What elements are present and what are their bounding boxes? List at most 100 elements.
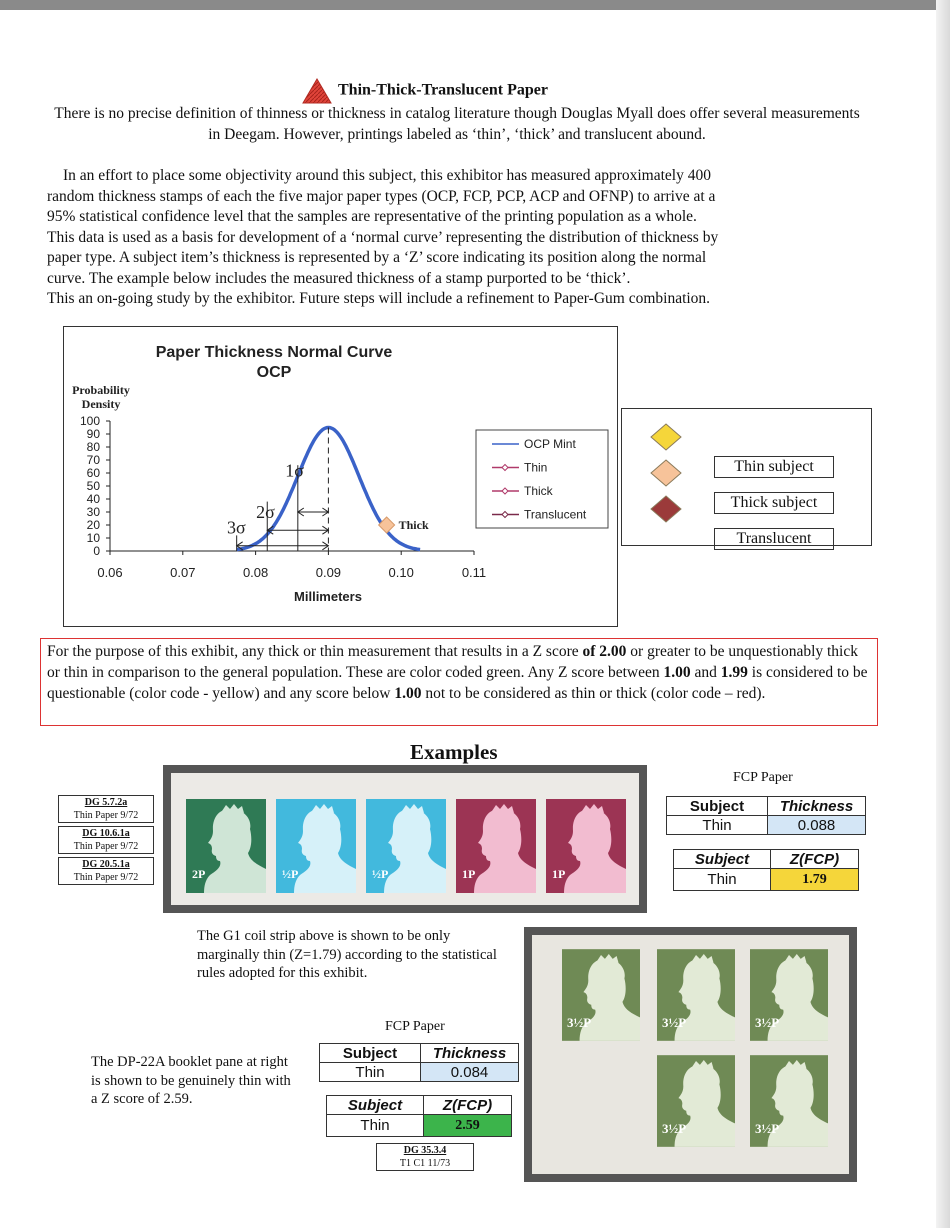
subject-cell: Thin — [673, 868, 771, 891]
subject-header: Subject — [666, 796, 768, 816]
legend-row-label: Thick subject — [714, 492, 834, 514]
stamp-value: ½P — [282, 867, 299, 881]
legend-row: Thick subject — [650, 459, 834, 514]
study-line: 95% statistical confidence level that th… — [47, 208, 697, 225]
title-text: Thin-Thick-Translucent Paper — [338, 81, 548, 99]
pane-stamp: 3½P — [750, 1055, 828, 1147]
subject-header: Subject — [673, 849, 771, 869]
scan-edge — [0, 0, 950, 10]
chart-title: Paper Thickness Normal Curve — [156, 344, 393, 361]
stamp-value: 1P — [552, 867, 566, 881]
intro-paragraph: There is no precise definition of thinne… — [54, 105, 860, 143]
example1-paper-title: FCP Paper — [733, 770, 793, 785]
legend-row-label: Thin subject — [714, 456, 834, 478]
criteria-bold-4: 1.00 — [394, 685, 422, 702]
criteria-bold-1: of 2.00 — [582, 643, 627, 660]
criteria-bold-3: 1.99 — [720, 664, 748, 681]
x-tick-label: 0.11 — [462, 565, 486, 580]
pane-stamp: 3½P — [657, 949, 735, 1041]
strip-tag-2: DG 10.6.1a Thin Paper 9/72 — [58, 826, 154, 854]
arrow-head — [296, 507, 305, 517]
legend-label: OCP Mint — [524, 437, 576, 451]
arrow-head — [266, 525, 274, 535]
y-tick-label: 50 — [87, 479, 101, 493]
annotation-sigma: 3σ — [227, 518, 246, 538]
example2-z-table: Subject Z(FCP) Thin 2.59 — [326, 1095, 512, 1137]
legend-row: Thin subject — [650, 423, 834, 478]
pane-stamp: 3½P — [657, 1055, 735, 1147]
stamp-value: 2P — [192, 867, 206, 881]
legend-label: Thin — [524, 461, 547, 475]
stamp: ½P — [366, 799, 446, 893]
booklet-pane: 3½P 3½P 3½P 3½P 3½P — [532, 935, 849, 1174]
pane-stamp: 3½P — [562, 949, 640, 1041]
pane-tag: DG 35.3.4 T1 C1 11/73 — [376, 1143, 474, 1171]
examples-heading: Examples — [410, 740, 498, 764]
stamp-value: 3½P — [567, 1015, 592, 1030]
y-tick-label: 20 — [87, 518, 101, 532]
legend-box — [475, 429, 609, 529]
strip-tag-1: DG 5.7.2a Thin Paper 9/72 — [58, 795, 154, 823]
example2-note: The DP-22A booklet pane at right is show… — [91, 1054, 291, 1107]
y-tick-label: 80 — [87, 440, 101, 454]
example2-thickness-table: Subject Thickness Thin 0.084 — [319, 1043, 519, 1082]
subject-cell: Thin — [319, 1062, 421, 1082]
thickness-header: Thickness — [420, 1043, 519, 1063]
diamond-icon — [650, 495, 682, 523]
stamp: 1P — [546, 799, 626, 893]
annotation-sigma: 2σ — [256, 502, 275, 522]
y-tick-label: 30 — [87, 505, 101, 519]
tag-code: DG 5.7.2a — [84, 797, 128, 808]
tag-desc: Thin Paper 9/72 — [73, 872, 139, 883]
arrow-head — [322, 507, 330, 517]
stamp-value: 1P — [462, 867, 476, 881]
tag-code: DG 10.6.1a — [82, 828, 130, 839]
coil-strip-image: 2P ½P ½P 1P 1P — [163, 765, 647, 913]
thickness-header: Thickness — [767, 796, 866, 816]
stamp-value: ½P — [372, 867, 389, 881]
study-line: This data is used as a basis for develop… — [47, 228, 719, 246]
study-line: random thickness stamps of each the five… — [47, 187, 716, 205]
stamp: ½P — [276, 799, 356, 893]
thick-marker — [377, 516, 396, 534]
chart-legend: OCP Mint Thin Thick Translucent — [475, 429, 609, 529]
criteria-bold-2: 1.00 — [663, 664, 691, 681]
stamp-value: 3½P — [755, 1015, 780, 1030]
example2-paper-title: FCP Paper — [385, 1019, 445, 1034]
annotation-sigma: 1σ — [285, 460, 304, 480]
criteria-text-1: For the purpose of this exhibit, any thi… — [47, 643, 583, 660]
z-header: Z(FCP) — [423, 1095, 512, 1115]
thickness-cell: 0.088 — [767, 815, 866, 835]
example1-thickness-table: Subject Thickness Thin 0.088 — [666, 796, 866, 835]
color-legend: Thin subject Thick subject Translucent — [621, 408, 872, 550]
y-tick-label: 0 — [93, 544, 100, 558]
thickness-chart: Paper Thickness Normal Curve OCP Probabi… — [63, 326, 618, 627]
stamp: 2P — [186, 799, 266, 893]
legend-row-label: Translucent — [714, 528, 834, 550]
chart-subtitle: OCP — [257, 364, 292, 381]
chart-marks: Thick 1σ 2σ 3σ — [227, 425, 429, 552]
criteria-text-5: not to be considered as thin or thick (c… — [421, 685, 766, 702]
z-score-cell: 1.79 — [770, 868, 859, 891]
y-tick-label: 10 — [87, 531, 101, 545]
study-paragraph: In an effort to place some objectivity a… — [47, 166, 867, 310]
stamp-value: 3½P — [755, 1121, 780, 1136]
strip-tag-3: DG 20.5.1a Thin Paper 9/72 — [58, 857, 154, 885]
thickness-cell: 0.084 — [420, 1062, 519, 1082]
example1-note: The G1 coil strip above is shown to be o… — [197, 928, 497, 981]
stamp-value: 3½P — [662, 1015, 687, 1030]
arrow-head — [322, 541, 330, 551]
criteria-text-2: or greater to be unquestionably thick or… — [47, 643, 858, 681]
legend-label: Translucent — [524, 508, 587, 522]
diamond-icon — [650, 423, 682, 451]
legend-marker — [501, 487, 509, 495]
subject-cell: Thin — [666, 815, 768, 835]
criteria-text-3: and — [690, 664, 721, 681]
chart-xlabel: Millimeters — [294, 589, 362, 604]
warning-triangle-icon — [302, 78, 332, 104]
tag-desc: Thin Paper 9/72 — [73, 810, 139, 821]
study-line: In an effort to place some objectivity a… — [63, 167, 711, 184]
subject-header: Subject — [319, 1043, 421, 1063]
study-line: curve. The example below includes the me… — [47, 269, 631, 287]
legend-row: Translucent — [650, 495, 834, 550]
